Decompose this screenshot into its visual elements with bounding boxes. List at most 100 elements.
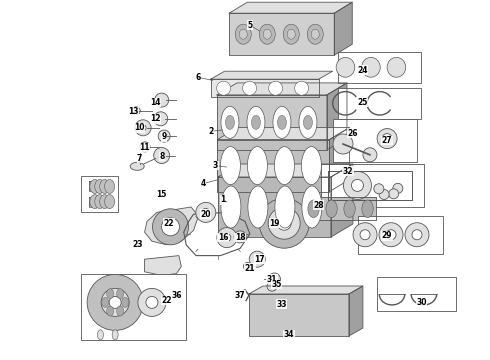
- Text: 1: 1: [220, 195, 225, 204]
- Circle shape: [393, 183, 403, 193]
- Circle shape: [277, 216, 291, 230]
- Ellipse shape: [221, 186, 241, 228]
- Text: 26: 26: [347, 129, 358, 138]
- Ellipse shape: [220, 147, 241, 185]
- Text: 24: 24: [357, 66, 368, 75]
- Ellipse shape: [362, 200, 373, 217]
- Ellipse shape: [387, 57, 406, 77]
- Text: 3: 3: [213, 161, 218, 170]
- Text: 22: 22: [161, 296, 172, 305]
- Text: 5: 5: [247, 21, 252, 30]
- Text: 17: 17: [254, 255, 265, 264]
- Ellipse shape: [307, 24, 323, 44]
- Text: 7: 7: [137, 154, 142, 163]
- Text: 14: 14: [150, 98, 161, 107]
- Text: 37: 37: [235, 291, 245, 300]
- Text: 34: 34: [284, 330, 294, 339]
- Polygon shape: [217, 83, 347, 95]
- Text: 18: 18: [235, 233, 245, 242]
- Circle shape: [360, 230, 370, 240]
- Ellipse shape: [104, 195, 115, 208]
- Text: 15: 15: [156, 190, 167, 199]
- Bar: [333, 119, 416, 162]
- Bar: [81, 274, 186, 340]
- Text: 11: 11: [139, 143, 150, 152]
- Polygon shape: [329, 127, 349, 192]
- Circle shape: [412, 230, 422, 240]
- Bar: [321, 164, 424, 207]
- Circle shape: [259, 198, 309, 248]
- Polygon shape: [327, 83, 347, 150]
- Ellipse shape: [247, 107, 265, 138]
- Ellipse shape: [95, 195, 105, 208]
- Bar: [377, 277, 456, 311]
- Ellipse shape: [235, 24, 251, 44]
- Ellipse shape: [239, 29, 247, 39]
- Circle shape: [158, 130, 170, 142]
- Text: 28: 28: [313, 201, 324, 210]
- Circle shape: [234, 231, 246, 243]
- Circle shape: [135, 120, 151, 136]
- Text: 33: 33: [276, 300, 287, 309]
- Text: 36: 36: [171, 291, 182, 300]
- Ellipse shape: [117, 289, 123, 299]
- Polygon shape: [229, 2, 352, 13]
- Ellipse shape: [225, 116, 234, 129]
- Text: 4: 4: [201, 179, 206, 188]
- Circle shape: [140, 125, 146, 131]
- Circle shape: [382, 134, 392, 144]
- Circle shape: [146, 296, 158, 309]
- Circle shape: [101, 288, 129, 316]
- Text: 21: 21: [245, 264, 255, 273]
- Ellipse shape: [107, 306, 114, 316]
- Ellipse shape: [326, 200, 337, 217]
- Ellipse shape: [221, 107, 239, 138]
- Ellipse shape: [273, 107, 291, 138]
- Circle shape: [217, 228, 237, 248]
- Circle shape: [244, 262, 251, 270]
- Bar: [358, 216, 443, 254]
- Polygon shape: [305, 197, 376, 220]
- Polygon shape: [217, 95, 327, 150]
- Text: 29: 29: [382, 231, 392, 240]
- Circle shape: [363, 148, 377, 162]
- Circle shape: [223, 234, 231, 242]
- Ellipse shape: [90, 180, 100, 193]
- Text: 8: 8: [159, 152, 164, 161]
- Circle shape: [109, 296, 121, 309]
- Circle shape: [154, 112, 168, 126]
- Circle shape: [351, 179, 364, 192]
- Ellipse shape: [283, 24, 299, 44]
- Text: 2: 2: [208, 127, 213, 136]
- Polygon shape: [218, 127, 349, 140]
- Circle shape: [269, 273, 280, 285]
- Circle shape: [267, 281, 277, 291]
- Ellipse shape: [107, 289, 114, 299]
- Ellipse shape: [117, 306, 123, 316]
- Circle shape: [379, 223, 403, 247]
- Ellipse shape: [243, 81, 257, 95]
- Polygon shape: [229, 13, 334, 55]
- Polygon shape: [334, 2, 352, 55]
- Circle shape: [155, 93, 169, 107]
- Bar: [81, 176, 118, 212]
- Circle shape: [333, 134, 353, 154]
- Ellipse shape: [99, 180, 110, 193]
- Circle shape: [152, 209, 189, 245]
- Polygon shape: [89, 197, 110, 207]
- Ellipse shape: [95, 180, 105, 193]
- Circle shape: [374, 184, 384, 194]
- Ellipse shape: [247, 147, 268, 185]
- Polygon shape: [145, 207, 198, 245]
- Polygon shape: [331, 164, 353, 237]
- Polygon shape: [218, 140, 329, 192]
- Circle shape: [379, 189, 389, 199]
- Text: 9: 9: [162, 132, 167, 141]
- Polygon shape: [145, 256, 181, 275]
- Ellipse shape: [104, 180, 115, 193]
- Text: 19: 19: [269, 219, 280, 228]
- Circle shape: [138, 288, 166, 316]
- Circle shape: [196, 202, 216, 222]
- Ellipse shape: [308, 200, 319, 217]
- Ellipse shape: [259, 24, 275, 44]
